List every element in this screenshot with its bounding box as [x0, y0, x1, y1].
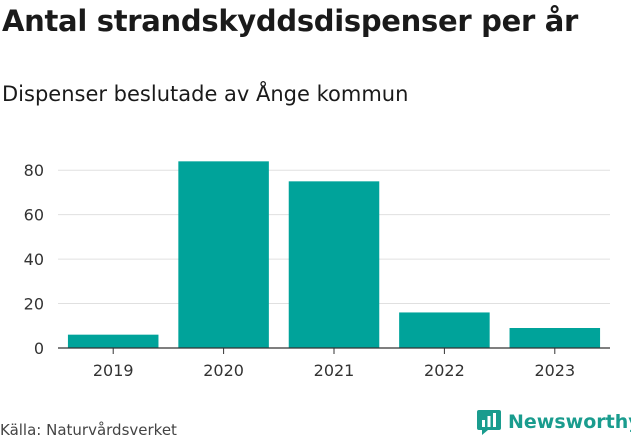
bar [288, 181, 380, 348]
y-tick-label: 40 [24, 250, 44, 269]
x-tick-label: 2022 [424, 361, 465, 380]
brand-name: Newsworthy [508, 411, 631, 433]
y-tick-label: 60 [24, 206, 44, 225]
x-tick-label: 2023 [534, 361, 575, 380]
y-tick-label: 0 [34, 339, 44, 358]
bar [178, 161, 269, 348]
bar [509, 328, 601, 348]
chart-subtitle: Dispenser beslutade av Ånge kommun [2, 82, 409, 106]
y-tick-label: 80 [24, 161, 44, 180]
bar-chart: 0 20 40 60 80 2019 2020 2021 2022 2023 [24, 161, 610, 380]
y-tick-label: 20 [24, 295, 44, 314]
chart-title: Antal strandskyddsdispenser per år [2, 4, 579, 38]
bar [399, 312, 490, 348]
x-tick-label: 2020 [203, 361, 244, 380]
brand-logo: Newsworthy [476, 408, 631, 436]
x-tick-label: 2019 [93, 361, 134, 380]
bar-chart-bubble-icon [477, 410, 501, 435]
source-note: Källa: Naturvårdsverket [0, 421, 177, 439]
x-tick-label: 2021 [314, 361, 355, 380]
bar [67, 334, 159, 348]
